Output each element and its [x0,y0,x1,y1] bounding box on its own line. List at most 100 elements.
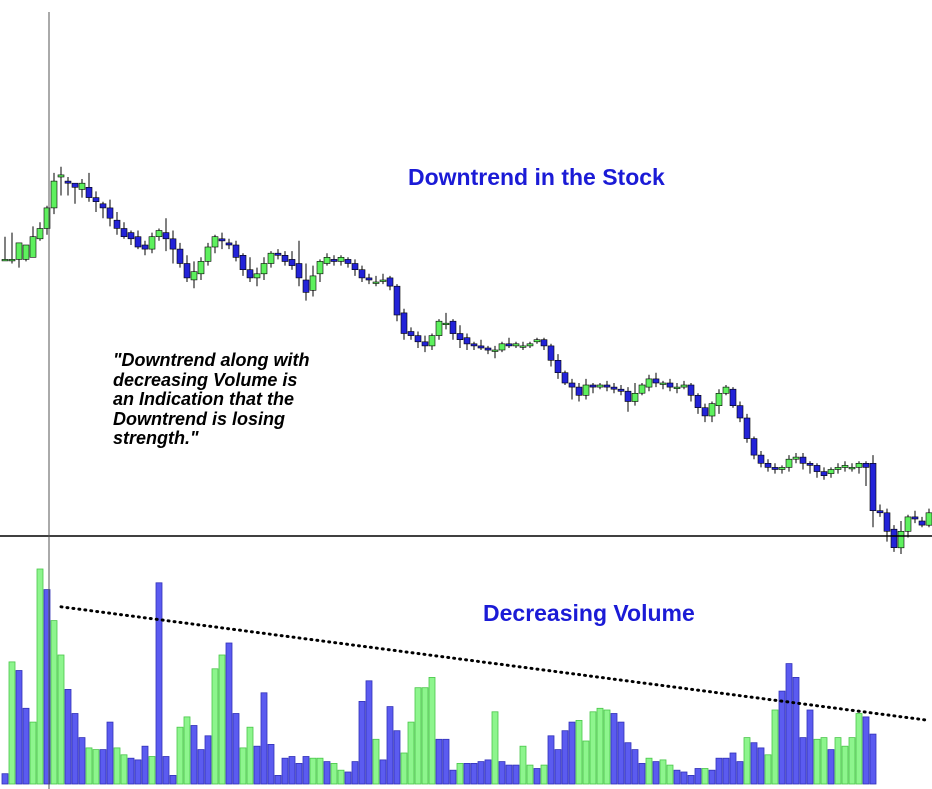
candle-body [288,259,296,266]
candle-body [190,271,198,281]
candle-body [617,388,625,392]
candle-body [106,207,114,219]
volume-bar [148,756,156,785]
candle-body [848,467,856,470]
candle-body [372,281,380,284]
volume-bar [43,589,51,785]
candle-body [897,530,905,549]
volume-bar [848,737,856,785]
volume-bar [547,735,555,785]
volume-bar [211,668,219,785]
candle-body [309,275,317,291]
volume-bar [267,744,275,785]
volume-bar [393,730,401,785]
candle-body [827,469,835,474]
candle-body [57,174,65,178]
volume-bar [771,709,779,785]
candle-body [820,471,828,477]
candle-body [736,405,744,419]
volume-bar [232,713,240,785]
volume-bar [169,775,177,785]
volume-bar [288,756,296,785]
volume-bar [218,654,226,785]
candle-body [743,417,751,439]
candle-body [855,462,863,468]
volume-bar [477,761,485,785]
candle-body [792,456,800,460]
volume-bar [428,677,436,785]
candle-body [267,252,275,264]
volume-bar [743,737,751,785]
candle-body [456,333,464,340]
volume-bar [64,689,72,785]
volume-bar [295,763,303,785]
candle-body [197,261,205,275]
volume-bar [50,620,58,785]
candle-body [260,263,268,275]
volume-bar [323,761,331,785]
candle-body [729,388,737,407]
candle-body [36,228,44,240]
candle-body [785,458,793,468]
candle-body [799,456,807,464]
volume-bar [638,763,646,785]
volume-bar [463,763,471,785]
candle-body [29,236,37,258]
candle-body [176,248,184,264]
volume-bar [806,709,814,785]
volume-bar [498,761,506,785]
candle-body [596,384,604,388]
candle-body [813,465,821,472]
volume-bar [386,706,394,785]
candle-body [652,378,660,384]
volume-bar [575,720,583,785]
candle-body [428,335,436,347]
candle-body [603,384,611,388]
volume-bar [659,759,667,785]
volume-bar [99,749,107,785]
candle-body [918,520,926,526]
volume-bar [624,742,632,785]
volume-bar [92,749,100,785]
volume-bar [526,764,534,785]
candle-body [204,246,212,262]
volume-bar [834,737,842,785]
volume-bar [505,764,513,785]
volume-bar [113,747,121,785]
volume-bar [106,721,114,785]
candle-body [484,347,492,351]
volume-bar [603,709,611,785]
candle-body [421,341,429,347]
candle-body [519,345,527,348]
volume-bar [799,737,807,785]
volume-bar [652,761,660,785]
candle-body [659,382,667,385]
candle-body [281,255,289,262]
candle-body [645,378,653,388]
candle-body [680,384,688,388]
volume-bar [687,775,695,785]
candle-body [379,279,387,282]
volume-bar [365,680,373,785]
volume-bar [568,721,576,785]
candle-body [8,259,16,262]
volume-bar [757,747,765,785]
volume-bar [274,775,282,785]
volume-bar [722,757,730,785]
volume-bar [358,701,366,785]
candle-body [666,382,674,388]
volume-bar [302,756,310,785]
candle-body [708,403,716,417]
candle-body [505,343,513,347]
volume-bar [561,730,569,785]
candle-body [610,386,618,390]
volume-bar [680,771,688,785]
volume-bar [316,757,324,785]
candle-body [1,259,9,262]
candle-body [50,180,58,209]
candle-body [449,320,457,334]
volume-bar [596,707,604,785]
candle-body [323,256,331,264]
price-chart-title: Downtrend in the Stock [408,164,665,190]
volume-bar [421,687,429,785]
